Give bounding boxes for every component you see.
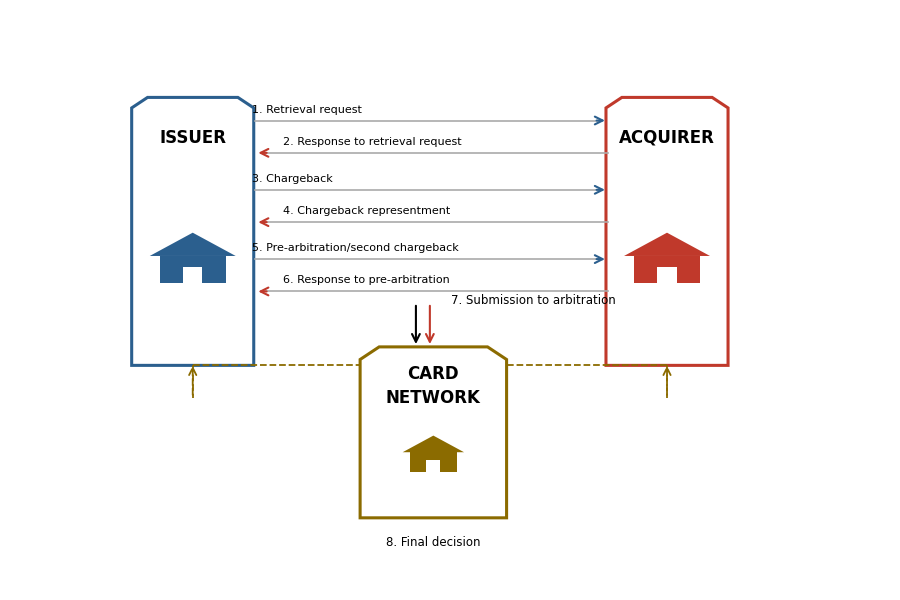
Polygon shape [131, 97, 254, 365]
Text: CARD
NETWORK: CARD NETWORK [386, 365, 481, 407]
Bar [410, 452, 457, 472]
Text: 7. Submission to arbitration: 7. Submission to arbitration [451, 294, 616, 307]
Polygon shape [606, 97, 728, 365]
Polygon shape [360, 347, 507, 518]
Polygon shape [402, 436, 464, 452]
Bar [427, 460, 440, 472]
Bar [634, 256, 700, 283]
Polygon shape [149, 233, 236, 256]
Text: ACQUIRER: ACQUIRER [619, 128, 715, 146]
Text: 3. Chargeback: 3. Chargeback [252, 174, 333, 184]
Text: 2. Response to retrieval request: 2. Response to retrieval request [284, 137, 462, 147]
Text: ISSUER: ISSUER [159, 128, 226, 146]
Text: 4. Chargeback representment: 4. Chargeback representment [284, 206, 451, 216]
Bar [159, 256, 226, 283]
Text: 6. Response to pre-arbitration: 6. Response to pre-arbitration [284, 275, 450, 286]
Text: 5. Pre-arbitration/second chargeback: 5. Pre-arbitration/second chargeback [252, 243, 459, 253]
Text: 1. Retrieval request: 1. Retrieval request [252, 104, 362, 115]
Bar [183, 267, 202, 283]
Polygon shape [624, 233, 710, 256]
Bar [657, 267, 677, 283]
Text: 8. Final decision: 8. Final decision [386, 536, 481, 550]
